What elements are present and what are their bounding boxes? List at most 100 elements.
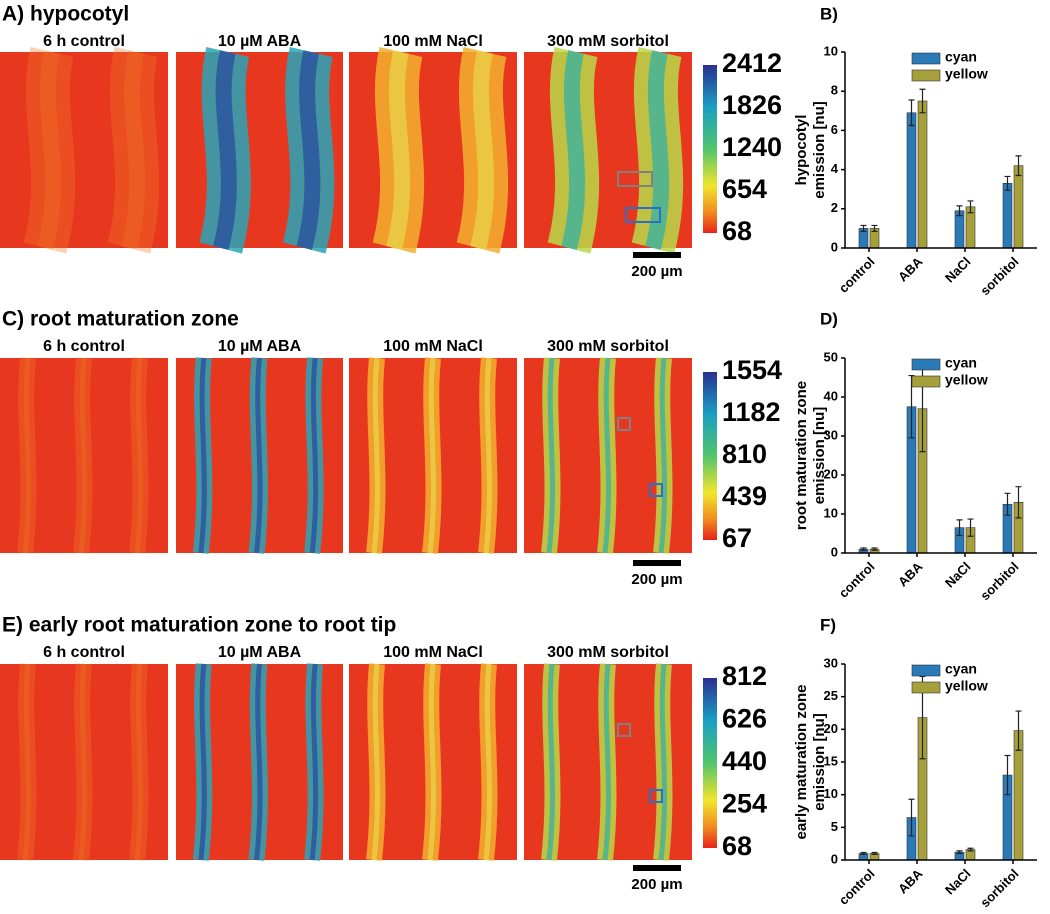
- x-tick-label: ABA: [895, 254, 926, 285]
- root-core: [602, 663, 611, 861]
- x-tick-label: control: [836, 866, 878, 908]
- error-bar: [908, 798, 915, 837]
- image-label: 100 mM NaCl: [383, 644, 483, 661]
- root-core: [645, 50, 670, 251]
- y-tick-label: 20: [824, 466, 838, 481]
- image-label: 6 h control: [43, 338, 125, 355]
- root: [17, 357, 37, 554]
- bar: [1013, 165, 1024, 249]
- y-tick-label: 6: [831, 122, 838, 137]
- y-tick-label: 10: [824, 43, 838, 58]
- error-bar: [1015, 155, 1022, 177]
- root: [73, 357, 93, 554]
- x-tick-label: control: [836, 559, 878, 601]
- axes: [844, 52, 1037, 249]
- legend-label: yellow: [945, 372, 988, 388]
- root-core: [213, 50, 237, 251]
- panel-title: E) early root maturation zone to root ti…: [2, 614, 396, 637]
- root-core: [546, 663, 555, 861]
- colorbar-tick-label: 812: [722, 661, 767, 691]
- root-core: [296, 50, 321, 251]
- root-core: [561, 50, 586, 251]
- panel-title: C) root maturation zone: [2, 308, 239, 331]
- scale-bar-label: 200 µm: [631, 571, 682, 588]
- image-label: 300 mM sorbitol: [547, 33, 669, 50]
- colorbar-tick-label: 626: [722, 704, 767, 734]
- axes: [844, 358, 1037, 554]
- error-bar: [967, 847, 974, 852]
- colorbar-tick-label: 1826: [722, 90, 782, 120]
- legend-label: yellow: [945, 66, 988, 82]
- legend-label: cyan: [945, 49, 977, 65]
- root-core: [309, 357, 319, 554]
- colorbar-tick-label: 810: [722, 439, 767, 469]
- bar: [917, 100, 928, 249]
- error-bar: [1015, 486, 1022, 519]
- scale-bar-label: 200 µm: [631, 876, 682, 893]
- root-core: [483, 357, 492, 554]
- scale-bar-label: 200 µm: [631, 263, 682, 280]
- error-bar: [871, 851, 878, 856]
- x-tick-label: sorbitol: [977, 866, 1021, 910]
- micrograph: [0, 664, 168, 860]
- error-bar: [871, 547, 878, 551]
- legend-label: cyan: [945, 661, 977, 677]
- root-core: [658, 663, 667, 861]
- y-tick-label: 2: [831, 200, 838, 215]
- bar: [906, 112, 917, 249]
- legend-swatch: [911, 664, 941, 677]
- colorbar-tick-label: 67: [722, 523, 752, 553]
- panel-label: F): [820, 615, 836, 634]
- y-tick-label: 0: [831, 239, 838, 254]
- error-bar: [956, 205, 963, 217]
- y-tick-label: 40: [824, 388, 838, 403]
- root-core: [37, 50, 62, 251]
- colorbar-tick-label: 254: [722, 789, 767, 819]
- axes: [844, 664, 1037, 861]
- y-tick-label: 25: [824, 688, 838, 703]
- y-tick-label: 0: [831, 851, 838, 866]
- y-axis-label: hypocotyl: [793, 115, 810, 186]
- micrograph: [0, 52, 168, 248]
- x-tick-label: NaCl: [942, 559, 974, 591]
- panel-label: B): [820, 4, 838, 23]
- scale-bar: [633, 865, 681, 871]
- error-bar: [860, 851, 867, 856]
- error-bar: [1004, 492, 1011, 516]
- bar: [1002, 183, 1013, 249]
- image-label: 6 h control: [43, 33, 125, 50]
- y-tick-label: 0: [831, 544, 838, 559]
- root-core: [78, 357, 87, 554]
- error-bar: [1004, 754, 1011, 796]
- image-label: 100 mM NaCl: [383, 338, 483, 355]
- image-label: 6 h control: [43, 644, 125, 661]
- colorbar-tick-label: 68: [722, 831, 752, 861]
- colorbar-tick-label: 68: [722, 216, 752, 246]
- colorbar-tick-label: 1182: [722, 397, 781, 427]
- image-label: 300 mM sorbitol: [547, 338, 669, 355]
- y-tick-label: 20: [824, 721, 838, 736]
- legend-swatch: [911, 69, 941, 82]
- root-core: [602, 357, 611, 554]
- y-axis-label: emission [nu]: [811, 101, 828, 199]
- image-label: 300 mM sorbitol: [547, 644, 669, 661]
- root-core: [134, 357, 143, 554]
- x-tick-label: ABA: [895, 866, 926, 897]
- error-bar: [919, 88, 926, 114]
- root-core: [254, 357, 263, 554]
- y-axis-label: emission [nu]: [811, 407, 828, 505]
- root-core: [386, 50, 411, 251]
- x-tick-label: control: [836, 254, 878, 296]
- x-tick-label: sorbitol: [977, 254, 1021, 298]
- y-axis-label: root maturation zone: [793, 381, 810, 530]
- colorbar: [703, 65, 717, 233]
- y-tick-label: 4: [831, 161, 839, 176]
- x-tick-label: NaCl: [942, 866, 974, 898]
- legend-label: cyan: [945, 355, 977, 371]
- error-bar: [908, 374, 915, 439]
- y-tick-label: 30: [824, 655, 838, 670]
- root-core: [371, 357, 380, 554]
- legend-swatch: [911, 681, 941, 694]
- y-axis-label: early maturation zone: [793, 684, 810, 839]
- colorbar-tick-label: 2412: [722, 48, 782, 78]
